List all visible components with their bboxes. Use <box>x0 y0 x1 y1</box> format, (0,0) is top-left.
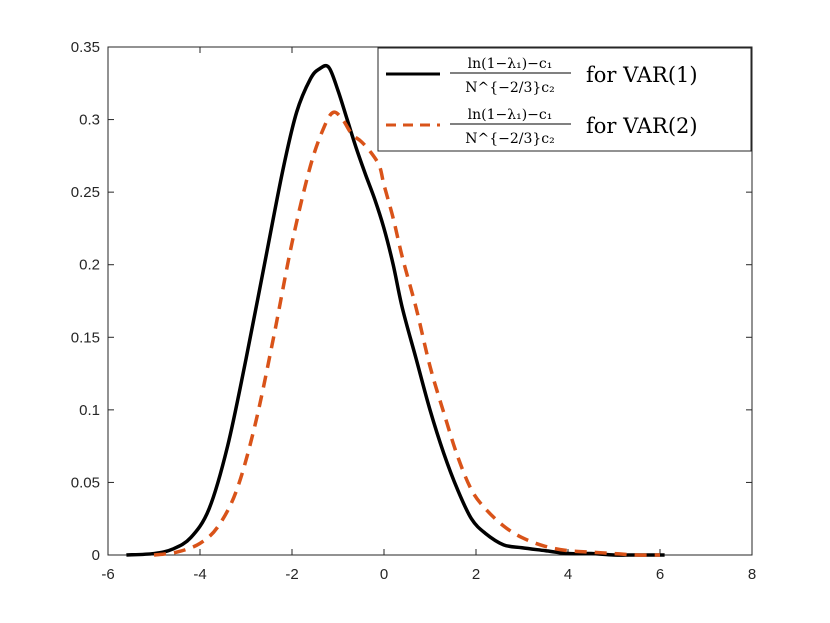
y-tick-label: 0.1 <box>79 402 100 419</box>
legend-numerator-var1: ln(1−λ₁)−c₁ <box>468 56 553 72</box>
legend-suffix-var2: for VAR(2) <box>586 114 698 138</box>
legend-numerator-var2: ln(1−λ₁)−c₁ <box>468 107 553 123</box>
x-tick-label: 2 <box>472 566 480 583</box>
y-tick-label: 0.25 <box>71 184 100 201</box>
tick-labels: -6 -4 -2 0 2 4 6 8 0 0.05 0.1 0.15 0.2 0.25 0.3 0.35 <box>71 39 756 583</box>
legend-denominator-var2: N^{−2/3}c₂ <box>465 131 555 147</box>
y-tick-label: 0.35 <box>71 39 100 56</box>
y-tick-label: 0 <box>92 547 100 564</box>
legend-entry-1: ln(1−λ₁)−c₁ N^{−2/3}c₂ for VAR(1) <box>386 56 698 96</box>
legend-denominator-var1: N^{−2/3}c₂ <box>465 80 555 96</box>
x-tick-label: 6 <box>656 566 664 583</box>
x-tick-label: -2 <box>285 566 298 583</box>
series-line-var2 <box>153 110 661 557</box>
y-tick-label: 0.3 <box>79 112 100 129</box>
legend-suffix-var1: for VAR(1) <box>586 63 698 87</box>
x-tick-label: 0 <box>380 566 388 583</box>
series-line-var1 <box>126 63 665 557</box>
y-tick-label: 0.05 <box>71 474 100 491</box>
legend-box <box>377 47 752 152</box>
x-tick-label: 4 <box>564 566 572 583</box>
y-tick-label: 0.2 <box>79 257 100 274</box>
y-tick-label: 0.15 <box>71 329 100 346</box>
x-tick-label: 8 <box>748 566 756 583</box>
x-tick-label: -4 <box>193 566 206 583</box>
x-tick-label: -6 <box>101 566 114 583</box>
legend-entry-2: ln(1−λ₁)−c₁ N^{−2/3}c₂ for VAR(2) <box>386 107 698 147</box>
legend: ln(1−λ₁)−c₁ N^{−2/3}c₂ for VAR(1) ln(1−λ… <box>377 47 752 152</box>
series-layer <box>126 63 665 557</box>
